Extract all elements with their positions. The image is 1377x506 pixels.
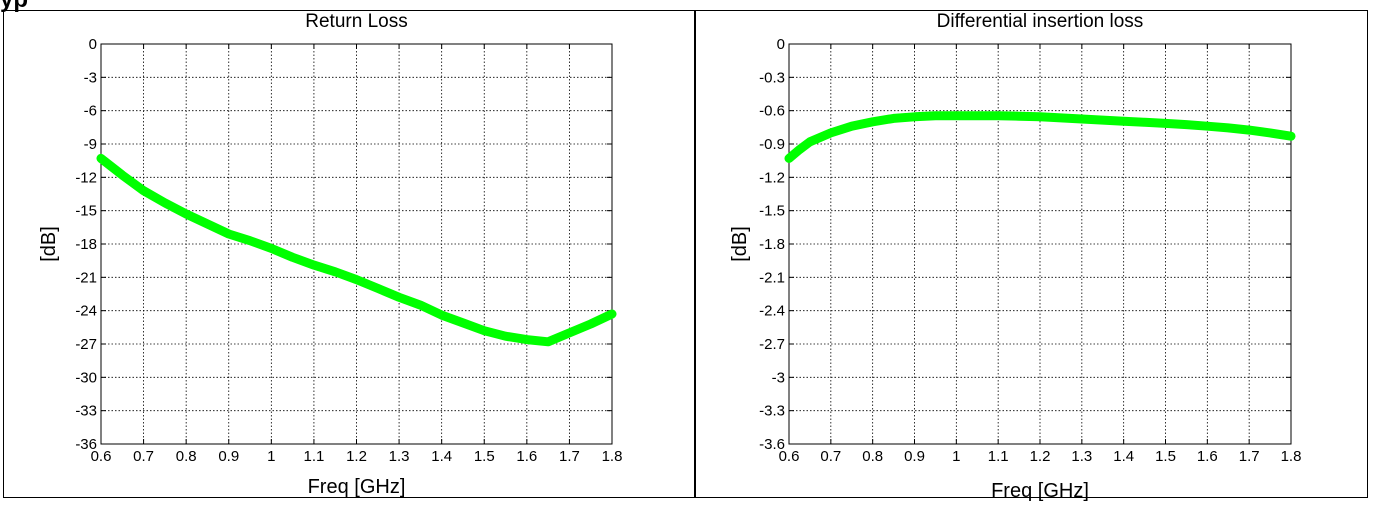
- y-tick-label: -0.6: [759, 103, 785, 120]
- x-tick-label: 1.7: [1239, 448, 1260, 465]
- y-axis-label: [dB]: [38, 226, 60, 262]
- x-tick-label: 1.2: [1030, 448, 1051, 465]
- y-tick-label: -0.9: [759, 136, 785, 153]
- return-loss-chart: 0.6 0.7 0.8 0.9 1 1.1 1.2 1.3 1.4 1.5 1.6 1.7 1.8 0 -3…: [38, 11, 623, 498]
- y-tick-label: -21: [75, 269, 97, 286]
- x-tick-label: 1.1: [303, 448, 324, 465]
- y-tick-label: -12: [75, 169, 97, 186]
- x-tick-label: 1.8: [602, 448, 623, 465]
- x-tick-label: 1.3: [1071, 448, 1092, 465]
- y-tick-label: -3: [772, 369, 785, 386]
- x-tick-label: 0.6: [91, 448, 112, 465]
- x-tick-label: 1.8: [1281, 448, 1302, 465]
- x-tick-label: 1.2: [346, 448, 367, 465]
- x-axis-label: Freq [GHz]: [991, 480, 1089, 502]
- x-tick-label: 0.9: [904, 448, 925, 465]
- x-tick-label: 0.8: [176, 448, 197, 465]
- y-tick-label: -1.5: [759, 203, 785, 220]
- x-tick-label: 1.7: [559, 448, 580, 465]
- y-tick-label: -33: [75, 403, 97, 420]
- y-tick-label: -2.7: [759, 336, 785, 353]
- page-heading: yp: [0, 0, 28, 14]
- series-line: [96, 153, 617, 347]
- x-tick-label: 1.1: [988, 448, 1009, 465]
- x-tick-label: 1.6: [516, 448, 537, 465]
- y-tick-label: -24: [75, 303, 97, 320]
- y-tick-label: -6: [84, 103, 97, 120]
- x-tick-label: 1.5: [474, 448, 495, 465]
- y-tick-label: -36: [75, 436, 97, 453]
- x-tick-label: 0.8: [862, 448, 883, 465]
- y-tick-label: -2.1: [759, 269, 785, 286]
- y-tick-label: -1.8: [759, 236, 785, 253]
- x-axis-label: Freq [GHz]: [308, 476, 406, 498]
- chart-title: Differential insertion loss: [937, 11, 1144, 32]
- y-tick-label: -9: [84, 136, 97, 153]
- y-tick-label: -18: [75, 236, 97, 253]
- insertion-loss-chart: 0.6 0.7 0.8 0.9 1 1.1 1.2 1.3 1.4 1.5 1.6 1.7 1.8 0 -0…: [729, 11, 1302, 502]
- chart-title: Return Loss: [305, 11, 407, 32]
- y-tick-label: -3.3: [759, 403, 785, 420]
- x-tick-label: 0.7: [133, 448, 154, 465]
- y-tick-label: 0: [777, 36, 785, 53]
- x-tick-label: 1.5: [1155, 448, 1176, 465]
- y-tick-label: -30: [75, 369, 97, 386]
- x-tick-label: 1: [267, 448, 275, 465]
- y-tick-label: -1.2: [759, 169, 785, 186]
- x-tick-label: 1.3: [389, 448, 410, 465]
- y-tick-label: -2.4: [759, 303, 785, 320]
- y-tick-label: -3: [84, 69, 97, 86]
- panel-frame: [3, 10, 1368, 498]
- x-tick-label: 0.6: [779, 448, 800, 465]
- panel-divider: [694, 10, 696, 498]
- x-tick-label: 1: [952, 448, 960, 465]
- x-tick-label: 0.9: [218, 448, 239, 465]
- x-tick-label: 0.7: [820, 448, 841, 465]
- x-tick-label: 1.6: [1197, 448, 1218, 465]
- x-tick-label: 1.4: [431, 448, 452, 465]
- series-line: [784, 111, 1296, 163]
- y-tick-label: -3.6: [759, 436, 785, 453]
- y-tick-label: -0.3: [759, 69, 785, 86]
- x-tick-label: 1.4: [1113, 448, 1134, 465]
- y-tick-label: -15: [75, 203, 97, 220]
- y-axis-label: [dB]: [729, 226, 751, 262]
- y-tick-label: 0: [89, 36, 97, 53]
- y-tick-label: -27: [75, 336, 97, 353]
